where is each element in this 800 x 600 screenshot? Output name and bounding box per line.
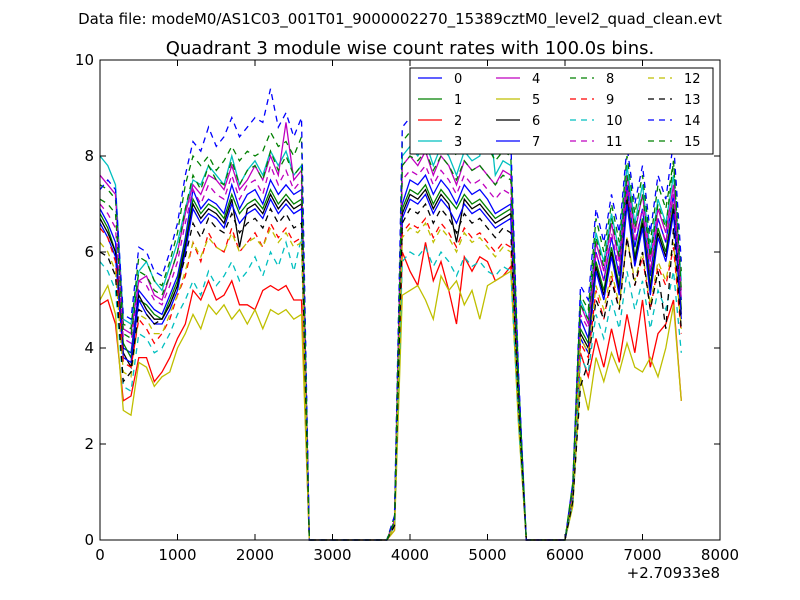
x-tick-label: 6000 [546, 546, 584, 564]
legend-box [409, 67, 714, 155]
legend-label-9: 9 [606, 93, 614, 108]
series-line-4 [99, 122, 682, 541]
legend-label-12: 12 [684, 72, 701, 87]
legend-label-10: 10 [606, 114, 623, 129]
x-tick-label: 5000 [468, 546, 506, 564]
legend-label-4: 4 [532, 72, 540, 87]
legend-label-14: 14 [684, 114, 701, 129]
series-line-11 [99, 163, 682, 541]
x-tick-label: 1000 [158, 546, 196, 564]
series-line-15 [99, 149, 682, 541]
x-offset-label: +2.70933e8 [627, 564, 720, 582]
plot-area [99, 88, 682, 541]
legend-label-0: 0 [454, 72, 462, 87]
x-tick-label: 2000 [236, 546, 274, 564]
series-line-8 [99, 125, 682, 541]
y-tick-label: 6 [84, 243, 94, 261]
legend-label-5: 5 [532, 93, 540, 108]
y-tick-label: 0 [84, 531, 94, 549]
chart-title: Quadrant 3 module wise count rates with … [166, 38, 655, 59]
legend-label-11: 11 [606, 135, 623, 150]
series-line-13 [99, 202, 682, 541]
y-tick-label: 8 [84, 147, 94, 165]
y-tick-label: 4 [84, 339, 94, 357]
series-line-14 [99, 88, 682, 541]
x-tick-label: 0 [95, 546, 105, 564]
legend-label-2: 2 [454, 114, 462, 129]
legend-label-6: 6 [532, 114, 540, 129]
y-tick-label: 10 [75, 51, 94, 69]
figure-suptitle: Data file: modeM0/AS1C03_001T01_90000022… [78, 10, 722, 29]
y-tick-label: 2 [84, 435, 94, 453]
legend-label-1: 1 [454, 93, 462, 108]
series-line-12 [99, 221, 682, 541]
legend-label-13: 13 [684, 93, 701, 108]
x-tick-label: 8000 [701, 546, 739, 564]
x-tick-label: 3000 [313, 546, 351, 564]
series-line-5 [99, 270, 682, 541]
legend-label-7: 7 [532, 135, 540, 150]
legend-label-8: 8 [606, 72, 614, 87]
legend-label-15: 15 [684, 135, 701, 150]
x-tick-label: 7000 [623, 546, 661, 564]
x-tick-label: 4000 [391, 546, 429, 564]
legend-label-3: 3 [454, 135, 462, 150]
